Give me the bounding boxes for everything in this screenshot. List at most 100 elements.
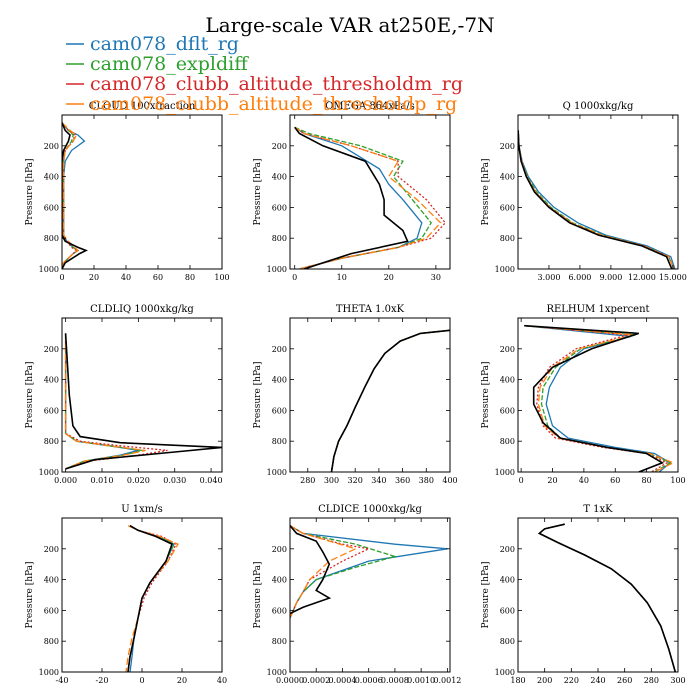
panel-u: U 1xm/s Pressure [hPa] -40 -20 0 20 40 200 400 60… — [25, 504, 227, 685]
series-group — [294, 126, 447, 269]
series-group — [330, 329, 450, 472]
x-tick-label: 0.040 — [200, 476, 223, 485]
panel-title: T 1xK — [583, 504, 613, 515]
y-tick-label: 200 — [272, 345, 287, 354]
x-tick-label: 0.030 — [163, 476, 186, 485]
y-axis-label: Pressure [hPa] — [25, 361, 35, 428]
series-line-black — [537, 523, 677, 672]
series-line-cam078-clubb-altitude-thresholdm-rg — [290, 525, 371, 619]
x-tick-label: 40 — [579, 476, 589, 485]
panel-title: RELHUM 1xpercent — [546, 304, 649, 315]
x-tick-label: 9.000 — [599, 273, 622, 282]
series-group — [290, 525, 448, 619]
panel-cldliq: CLDLIQ 1000xkg/kg Pressure [hPa] 0.000 0.01… — [25, 304, 223, 485]
series-line-black — [127, 525, 173, 672]
series-line-cam078-expldiff — [330, 329, 450, 472]
legend-label: cam078_clubb_altitude_thresholdp_rg — [90, 93, 457, 115]
plot-frame — [517, 517, 679, 673]
y-tick-label: 200 — [500, 345, 515, 354]
legend-label: cam078_dflt_rg — [90, 33, 239, 55]
x-tick-label: 60 — [610, 476, 620, 485]
x-tick-label: 0.0010 — [407, 676, 435, 685]
x-tick-label: -40 — [56, 676, 69, 685]
x-tick-label: 80 — [185, 273, 195, 282]
x-tick-label: 0.0000 — [276, 676, 304, 685]
series-line-cam078-expldiff — [290, 525, 398, 619]
panel-title: CLOUD 100xfraction — [89, 101, 196, 112]
y-tick-label: 400 — [44, 576, 59, 585]
panel-title: CLDLIQ 1000xkg/kg — [90, 304, 194, 315]
plot-frame — [289, 517, 451, 673]
legend-label: cam078_expldiff — [90, 53, 249, 75]
y-tick-label: 800 — [272, 437, 287, 446]
x-tick-label: 0.0002 — [302, 676, 330, 685]
x-tick-label: 40 — [121, 273, 131, 282]
y-axis-label: Pressure [hPa] — [253, 158, 263, 225]
x-tick-label: 260 — [617, 676, 632, 685]
y-tick-label: 200 — [44, 545, 59, 554]
series-line-cam078-dflt-rg — [538, 523, 676, 672]
y-tick-label: 600 — [272, 606, 287, 615]
y-tick-label: 200 — [272, 142, 287, 151]
panel-q: Q 1000xkg/kg Pressure [hPa] 3.000 6.000 9.00… — [481, 101, 687, 282]
x-tick-label: 280 — [644, 676, 659, 685]
series-line-cam078-clubb-altitude-thresholdp-rg — [290, 525, 358, 619]
y-tick-label: 800 — [44, 637, 59, 646]
panel-title: U 1xm/s — [121, 504, 163, 515]
y-tick-label: 1000 — [267, 668, 287, 677]
series-line-cam078-clubb-altitude-thresholdm-rg — [330, 329, 450, 472]
series-line-cam078-expldiff — [127, 525, 175, 672]
y-tick-label: 800 — [272, 234, 287, 243]
y-tick-label: 600 — [500, 606, 515, 615]
x-tick-label: 40 — [217, 676, 227, 685]
y-tick-label: 200 — [500, 142, 515, 151]
panel-relhum: RELHUM 1xpercent Pressure [hPa] 0 20 40 60 80 1… — [481, 304, 686, 485]
x-tick-label: 20 — [89, 273, 99, 282]
series-line-cam078-clubb-altitude-thresholdm-rg — [64, 333, 168, 470]
y-tick-label: 1000 — [495, 468, 515, 477]
y-tick-label: 1000 — [267, 265, 287, 274]
y-tick-label: 600 — [44, 606, 59, 615]
series-line-cam078-clubb-altitude-thresholdp-rg — [538, 523, 676, 672]
y-tick-label: 1000 — [495, 668, 515, 677]
y-tick-label: 600 — [44, 406, 59, 415]
x-tick-label: 20 — [384, 273, 394, 282]
panel-title: THETA 1.0xK — [336, 304, 405, 315]
plot-frame — [61, 517, 223, 673]
y-tick-label: 200 — [500, 545, 515, 554]
legend-item-cam078-dflt-rg: cam078_dflt_rg — [66, 33, 239, 55]
panel-title: CLDICE 1000xkg/kg — [318, 504, 422, 515]
figure-title: Large-scale VAR at250E,-7N — [205, 13, 494, 37]
x-tick-label: 20 — [547, 476, 557, 485]
plot-frame — [61, 114, 223, 270]
x-tick-label: 0.000 — [54, 476, 77, 485]
y-tick-label: 400 — [44, 173, 59, 182]
x-tick-label: 340 — [371, 476, 386, 485]
series-line-black — [64, 333, 222, 470]
plot-frame — [289, 114, 451, 270]
series-group — [537, 523, 677, 672]
series-line-cam078-clubb-altitude-thresholdp-rg — [294, 126, 442, 269]
panel-title: Q 1000xkg/kg — [563, 101, 634, 112]
x-tick-label: 80 — [642, 476, 652, 485]
series-line-cam078-expldiff — [538, 523, 676, 672]
x-tick-label: 30 — [431, 273, 441, 282]
series-group — [64, 333, 222, 470]
panels: CLOUD 100xfraction Pressure [hPa] 0 20 40 60 8… — [25, 101, 687, 685]
series-group — [524, 324, 675, 472]
y-axis-label: Pressure [hPa] — [253, 561, 263, 628]
y-tick-label: 400 — [500, 576, 515, 585]
series-line-black — [294, 126, 409, 269]
y-axis-label: Pressure [hPa] — [481, 158, 491, 225]
legend-item-cam078-expldiff: cam078_expldiff — [66, 53, 249, 75]
x-tick-label: 220 — [564, 676, 579, 685]
y-tick-label: 800 — [500, 234, 515, 243]
series-line-cam078-clubb-altitude-thresholdp-rg — [64, 333, 146, 470]
y-tick-label: 800 — [44, 437, 59, 446]
series-line-black — [518, 130, 673, 269]
series-line-cam078-dflt-rg — [129, 525, 175, 672]
x-tick-label: 3.000 — [538, 273, 561, 282]
y-tick-label: 800 — [500, 637, 515, 646]
x-tick-label: 0.020 — [127, 476, 150, 485]
